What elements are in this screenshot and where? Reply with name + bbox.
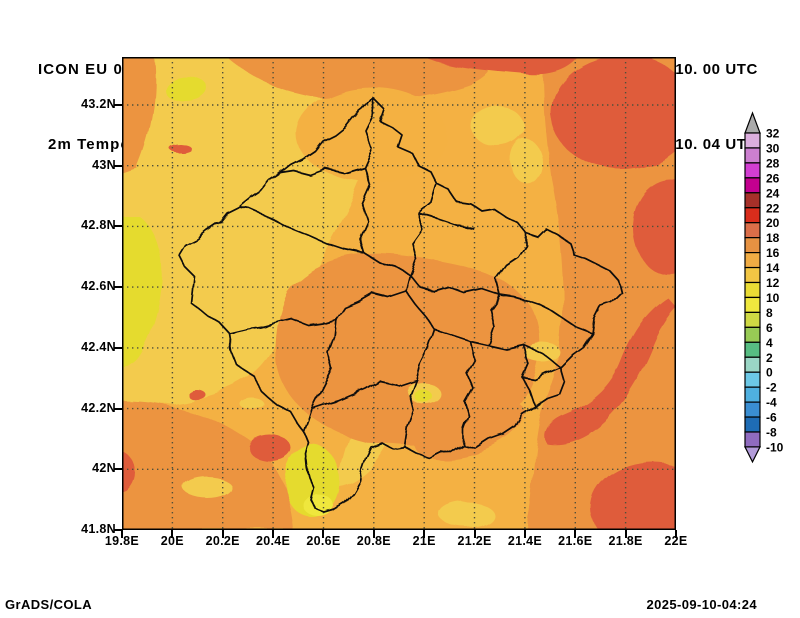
colorbar-segment bbox=[744, 341, 761, 358]
plot-border bbox=[122, 57, 676, 530]
colorbar-segment bbox=[744, 266, 761, 284]
y-axis-tick-label: 42.8N bbox=[81, 218, 116, 233]
y-axis-tick bbox=[114, 346, 122, 349]
colorbar-arrow-top bbox=[744, 111, 761, 134]
colorbar-segment bbox=[744, 162, 761, 179]
x-axis-tick-label: 22E bbox=[664, 534, 688, 548]
temperature-map bbox=[122, 57, 676, 530]
y-axis-tick bbox=[114, 225, 122, 228]
colorbar-tick-label: 18 bbox=[766, 231, 780, 245]
y-axis-tick bbox=[114, 407, 122, 410]
colorbar-segment bbox=[744, 371, 761, 388]
kosovo-boundaries bbox=[178, 96, 623, 513]
y-axis-tick-label: 42.4N bbox=[81, 339, 116, 354]
colorbar-tick-label: 22 bbox=[766, 201, 780, 215]
colorbar-tick-label: 26 bbox=[766, 171, 780, 185]
colorbar-segment bbox=[744, 177, 761, 194]
colorbar-tick-label: -6 bbox=[766, 411, 777, 425]
x-axis-tick bbox=[171, 530, 174, 538]
y-axis-tick-label: 43N bbox=[92, 157, 116, 172]
x-axis-tick bbox=[473, 530, 476, 538]
x-axis-tick bbox=[624, 530, 627, 538]
colorbar-segment bbox=[744, 311, 761, 328]
colorbar-segment bbox=[744, 296, 761, 313]
colorbar-segment bbox=[744, 252, 761, 269]
colorbar-tick-label: 8 bbox=[766, 306, 773, 320]
y-axis-tick-label: 41.8N bbox=[81, 522, 116, 536]
x-axis-tick bbox=[423, 530, 426, 538]
colorbar-segment bbox=[744, 281, 761, 299]
colorbar-segment bbox=[744, 207, 761, 224]
colorbar-tick-label: 0 bbox=[766, 366, 773, 380]
y-axis-tick-label: 42.2N bbox=[81, 400, 116, 415]
colorbar-segment bbox=[744, 386, 761, 403]
y-axis-tick bbox=[114, 164, 122, 167]
colorbar-tick-label: 20 bbox=[766, 216, 780, 230]
x-axis-tick-label: 21.6E bbox=[558, 534, 593, 548]
y-axis-tick-label: 42.6N bbox=[81, 279, 116, 294]
x-axis-tick bbox=[574, 530, 577, 538]
kosovo-outer-boundary bbox=[178, 96, 623, 513]
colorbar-tick-label: 6 bbox=[766, 321, 773, 335]
x-axis-tick-label: 20.6E bbox=[306, 534, 341, 548]
y-axis-tick bbox=[114, 529, 122, 531]
x-axis-tick-label: 20.4E bbox=[255, 534, 291, 548]
colorbar-tick-label: 14 bbox=[766, 261, 780, 275]
x-axis-tick bbox=[272, 530, 275, 538]
colorbar-tick-label: 32 bbox=[766, 127, 780, 141]
x-axis-tick bbox=[675, 530, 677, 538]
colorbar-segment bbox=[744, 132, 761, 149]
colorbar-tick-label: -4 bbox=[766, 396, 777, 410]
colorbar-segment bbox=[744, 222, 761, 239]
colorbar-arrow-bottom bbox=[744, 446, 761, 464]
grads-credit: GrADS/COLA bbox=[5, 597, 93, 612]
y-axis-tick-label: 43.2N bbox=[81, 97, 116, 111]
x-axis-tick bbox=[372, 530, 375, 538]
colorbar-tick-label: -10 bbox=[766, 440, 784, 454]
x-axis-tick bbox=[523, 530, 526, 538]
colorbar-tick-label: 16 bbox=[766, 246, 780, 260]
colorbar-tick-label: 12 bbox=[766, 276, 780, 290]
x-axis-tick bbox=[221, 530, 224, 538]
colorbar-tick-label: 28 bbox=[766, 156, 780, 170]
colorbar-segment bbox=[744, 326, 761, 343]
colorbar-tick-label: 24 bbox=[766, 186, 780, 200]
y-axis-tick bbox=[114, 468, 122, 471]
colorbar-segment bbox=[744, 192, 761, 209]
colorbar-tick-label: 2 bbox=[766, 351, 773, 365]
x-axis-tick bbox=[322, 530, 325, 538]
x-axis-tick-label: 20.8E bbox=[356, 534, 391, 548]
colorbar-tick-label: 4 bbox=[766, 336, 773, 350]
x-axis-tick-label: 21.2E bbox=[457, 534, 492, 548]
colorbar-tick-label: 30 bbox=[766, 141, 780, 155]
x-axis-tick-label: 21.8E bbox=[608, 534, 643, 548]
colorbar-segment bbox=[744, 356, 761, 373]
x-axis-tick-label: 20.2E bbox=[205, 534, 240, 548]
x-axis-tick-label: 20E bbox=[160, 534, 184, 548]
x-axis-tick-label: 21E bbox=[412, 534, 436, 548]
x-axis-tick-label: 19.8E bbox=[104, 534, 140, 548]
colorbar-tick-label: -8 bbox=[766, 426, 777, 440]
temperature-field bbox=[122, 57, 676, 530]
y-axis-tick-label: 42N bbox=[92, 461, 116, 476]
y-axis-tick bbox=[114, 286, 122, 289]
colorbar-segment bbox=[744, 147, 761, 164]
colorbar-segment bbox=[744, 416, 761, 433]
colorbar-segment bbox=[744, 431, 761, 448]
y-axis-tick bbox=[114, 104, 122, 106]
colorbar-segment bbox=[744, 401, 761, 418]
colorbar-segment bbox=[744, 237, 761, 254]
x-axis-tick-label: 21.4E bbox=[507, 534, 542, 548]
colorbar-tick-label: -2 bbox=[766, 381, 777, 395]
colorbar-tick-label: 10 bbox=[766, 291, 780, 305]
render-timestamp: 2025-09-10-04:24 bbox=[646, 597, 757, 612]
x-axis-tick bbox=[121, 530, 123, 538]
